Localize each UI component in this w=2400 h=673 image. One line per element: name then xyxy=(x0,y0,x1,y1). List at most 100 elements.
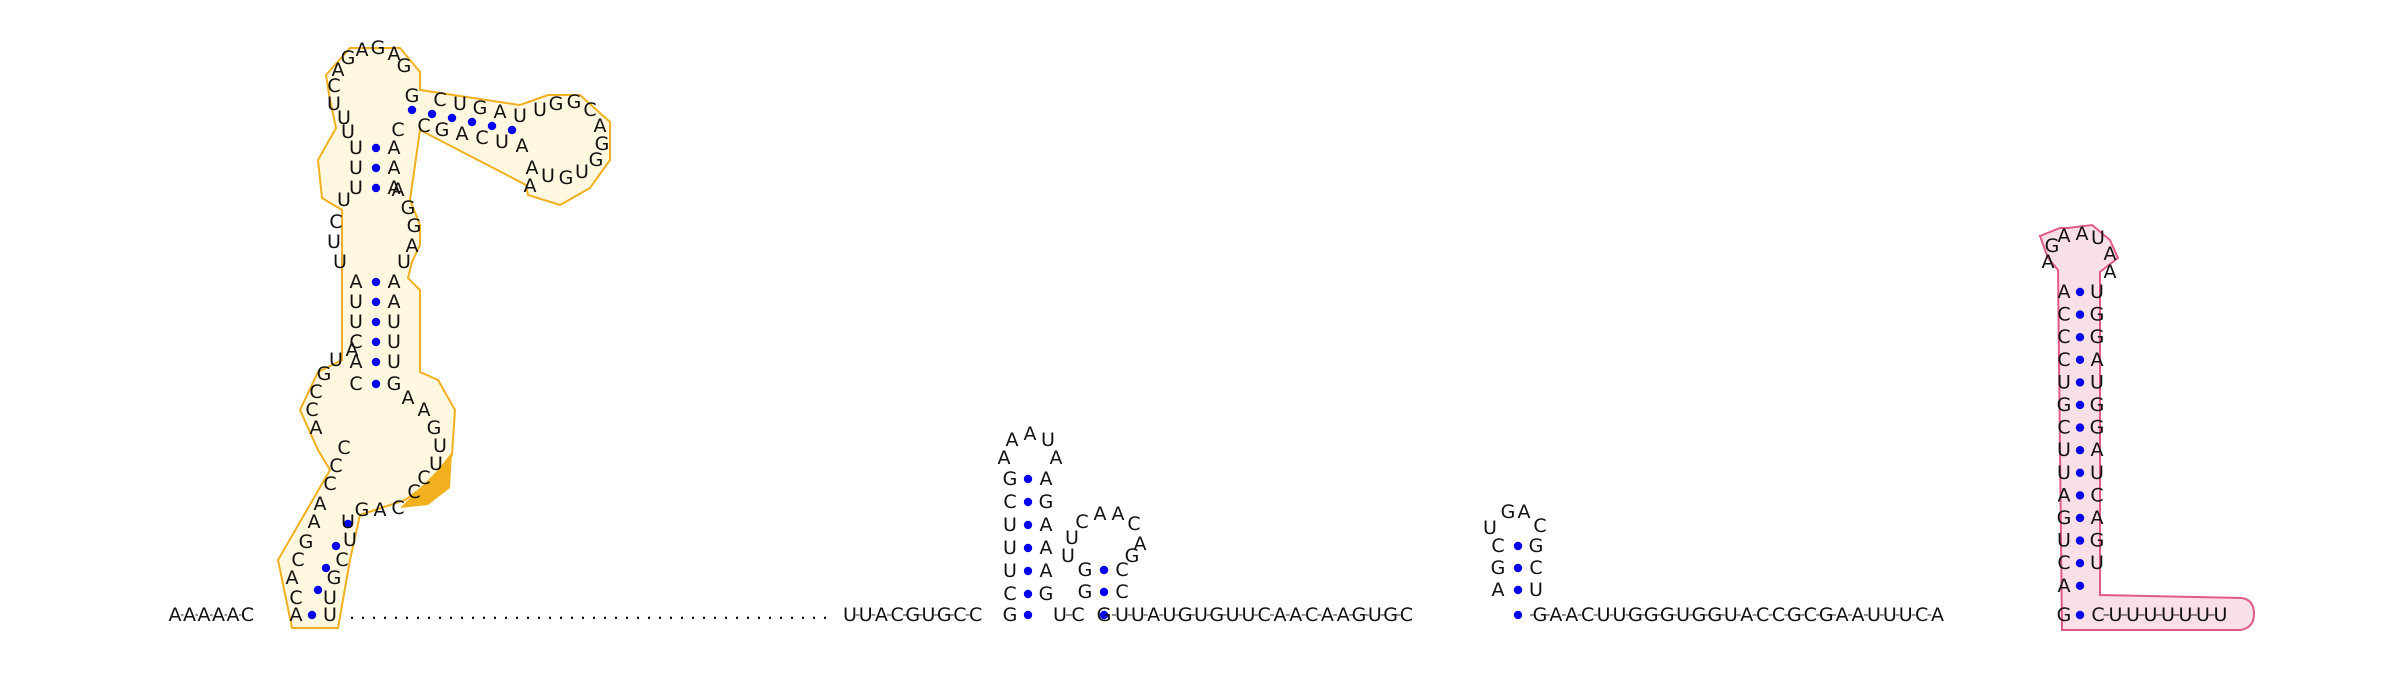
backbone-dot: . xyxy=(459,602,465,624)
nucleotide-C: C xyxy=(2057,349,2070,371)
nucleotide-A: A xyxy=(1565,604,1578,626)
nucleotide-G: G xyxy=(435,119,450,141)
nucleotide-A: A xyxy=(310,417,323,439)
nucleotide-U: U xyxy=(1899,604,1913,626)
nucleotide-A: A xyxy=(314,493,327,515)
nucleotide-U: U xyxy=(2090,462,2104,484)
nucleotide-G: G xyxy=(473,97,488,119)
nucleotide-U: U xyxy=(2126,604,2140,626)
backbone-dot: . xyxy=(745,602,751,624)
nucleotide-C: C xyxy=(1581,604,1594,626)
nucleotide-A: A xyxy=(456,123,469,145)
base-pair-dot xyxy=(487,121,497,131)
base-pair-dot xyxy=(1099,565,1109,575)
nucleotide-U: U xyxy=(2144,604,2158,626)
nucleotide-C: C xyxy=(417,467,430,489)
base-pair-dot xyxy=(507,125,517,135)
nucleotide-A: A xyxy=(1931,604,1944,626)
nucleotide-C: C xyxy=(349,373,362,395)
nucleotide-C: C xyxy=(289,587,302,609)
nucleotide-U: U xyxy=(2090,552,2104,574)
nucleotide-C: C xyxy=(1115,581,1128,603)
backbone-dot: . xyxy=(415,602,421,624)
base-pair-dot xyxy=(1023,497,1033,507)
base-pair-dot xyxy=(2075,468,2085,477)
nucleotide-G: G xyxy=(1097,604,1112,626)
backbone-dot: . xyxy=(448,602,454,624)
nucleotide-U: U xyxy=(387,351,401,373)
backbone-dot: . xyxy=(569,602,575,624)
nucleotide-U: U xyxy=(1115,604,1129,626)
nucleotide-U: U xyxy=(333,251,347,273)
nucleotide-G: G xyxy=(2057,394,2072,416)
backbone-dot: . xyxy=(393,602,399,624)
base-pair-dot xyxy=(1513,610,1523,620)
nucleotide-U: U xyxy=(397,251,411,273)
base-pair-dot xyxy=(1023,566,1033,576)
base-pair-dot xyxy=(2075,423,2085,432)
nucleotide-A: A xyxy=(212,604,225,626)
nucleotide-C: C xyxy=(583,99,596,121)
nucleotide-A: A xyxy=(1549,604,1562,626)
nucleotide-U: U xyxy=(1003,537,1017,559)
nucleotide-A: A xyxy=(1289,604,1302,626)
nucleotide-G: G xyxy=(1383,604,1398,626)
base-pair-dot xyxy=(2075,513,2085,523)
nucleotide-G: G xyxy=(2090,394,2105,416)
backbone-dot: . xyxy=(635,602,641,624)
nucleotide-U: U xyxy=(2196,604,2210,626)
nucleotide-A: A xyxy=(1094,503,1107,525)
nucleotide-C: C xyxy=(433,89,446,111)
nucleotide-U: U xyxy=(349,177,363,199)
nucleotide-C: C xyxy=(2090,484,2103,506)
nucleotide-G: G xyxy=(905,604,920,626)
nucleotide-A: A xyxy=(1134,533,1147,555)
nucleotide-A: A xyxy=(332,59,345,81)
backbone-dot: . xyxy=(723,602,729,624)
nucleotide-A: A xyxy=(374,499,387,521)
nucleotide-G: G xyxy=(1039,491,1054,513)
base-pair-dot xyxy=(2075,610,2085,620)
base-pair-dot xyxy=(371,163,381,173)
nucleotide-U: U xyxy=(922,604,936,626)
base-pair-dot xyxy=(467,117,477,127)
nucleotide-U: U xyxy=(2109,604,2123,626)
nucleotide-G: G xyxy=(2090,530,2105,552)
nucleotide-G: G xyxy=(2090,304,2105,326)
nucleotide-A: A xyxy=(1024,423,1037,445)
backbone-dot: . xyxy=(503,602,509,624)
nucleotide-A: A xyxy=(1147,604,1160,626)
nucleotide-A: A xyxy=(524,175,537,197)
nucleotide-A: A xyxy=(2091,349,2104,371)
nucleotide-C: C xyxy=(1400,604,1413,626)
nucleotide-G: G xyxy=(1692,604,1707,626)
nucleotide-G: G xyxy=(2045,235,2060,257)
nucleotide-U: U xyxy=(1241,604,1255,626)
nucleotide-C: C xyxy=(417,115,430,137)
nucleotide-U: U xyxy=(1724,604,1738,626)
base-pair-dot xyxy=(1513,563,1523,573)
nucleotide-A: A xyxy=(308,511,321,533)
nucleotide-A: A xyxy=(1040,468,1053,490)
base-pair-dot xyxy=(307,610,317,620)
nucleotide-U: U xyxy=(343,529,357,551)
nucleotide-C: C xyxy=(1804,604,1817,626)
nucleotide-U: U xyxy=(349,157,363,179)
nucleotide-C: C xyxy=(391,497,404,519)
backbone-dot: . xyxy=(481,602,487,624)
backbone-dot: . xyxy=(756,602,762,624)
nucleotide-U: U xyxy=(1226,604,1240,626)
nucleotide-G: G xyxy=(559,167,574,189)
nucleotide-U: U xyxy=(2179,604,2193,626)
nucleotide-G: G xyxy=(1491,557,1506,579)
nucleotide-A: A xyxy=(388,43,401,65)
pink-terminator xyxy=(2038,223,2256,631)
base-pair-dot xyxy=(371,357,381,367)
nucleotide-U: U xyxy=(2057,439,2071,461)
base-pair-dot xyxy=(2075,559,2085,568)
base-pair-dot xyxy=(2075,581,2085,590)
nucleotide-U: U xyxy=(2214,604,2228,626)
base-pair-dot xyxy=(2075,446,2085,455)
backbone-dot: . xyxy=(789,602,795,624)
nucleotide-G: G xyxy=(1644,604,1659,626)
